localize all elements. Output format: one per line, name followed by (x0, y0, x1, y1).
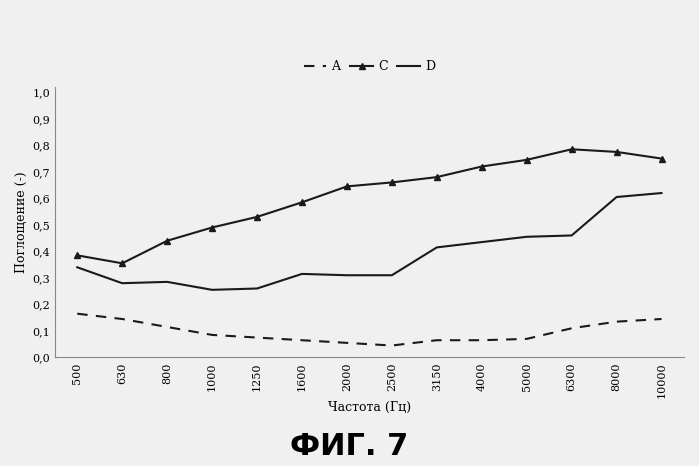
C (568, 146, 576, 152)
A (433, 337, 441, 343)
X-axis label: Частота (Гц): Частота (Гц) (328, 401, 411, 414)
C (208, 225, 216, 230)
C (343, 184, 351, 189)
Text: ФИГ. 7: ФИГ. 7 (290, 432, 409, 461)
C (433, 174, 441, 180)
C (163, 238, 171, 244)
D (253, 286, 261, 291)
C (73, 253, 82, 258)
D (118, 281, 127, 286)
C (477, 164, 486, 169)
A (388, 343, 396, 348)
C (118, 260, 127, 266)
C (253, 214, 261, 219)
A (118, 316, 127, 322)
D (568, 233, 576, 238)
A (568, 325, 576, 331)
Line: A: A (78, 314, 661, 345)
D (657, 190, 665, 196)
C (388, 179, 396, 185)
Legend: A, C, D: A, C, D (298, 55, 440, 78)
A (163, 324, 171, 330)
D (612, 194, 621, 200)
A (208, 332, 216, 338)
D (522, 234, 531, 240)
C (612, 149, 621, 155)
A (73, 311, 82, 316)
Y-axis label: Поглощение (-): Поглощение (-) (15, 171, 28, 273)
A (522, 336, 531, 342)
D (73, 265, 82, 270)
C (298, 199, 306, 205)
C (522, 157, 531, 163)
Line: D: D (78, 193, 661, 290)
D (163, 279, 171, 285)
D (477, 240, 486, 245)
A (253, 335, 261, 340)
A (343, 340, 351, 346)
A (657, 316, 665, 322)
D (298, 271, 306, 277)
A (477, 337, 486, 343)
D (343, 273, 351, 278)
D (433, 245, 441, 250)
D (388, 273, 396, 278)
Line: C: C (74, 146, 665, 267)
A (298, 337, 306, 343)
D (208, 287, 216, 293)
C (657, 156, 665, 161)
A (612, 319, 621, 324)
